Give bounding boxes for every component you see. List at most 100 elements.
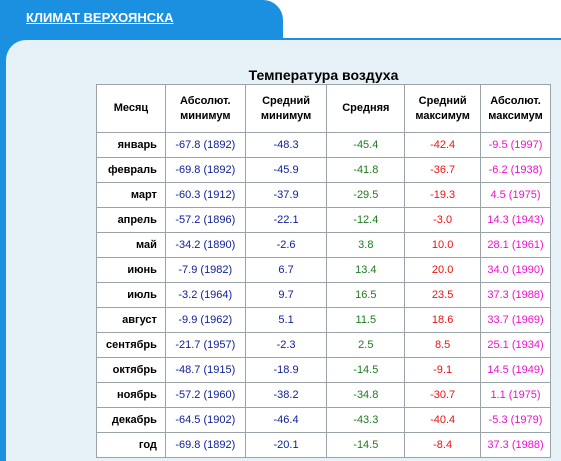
month-cell: декабрь [96,407,166,433]
avg-min-cell: -2.6 [244,232,328,258]
abs-max-cell: -9.5 (1997) [480,132,551,158]
month-cell: июнь [96,257,166,283]
abs-min-cell: -69.8 (1892) [164,432,246,458]
avg-max-cell: 10.0 [404,232,482,258]
abs-max-cell: -6.2 (1938) [480,157,551,183]
table-row: март -60.3 (1912) -37.9 -29.5 -19.3 4.5 (1975… [96,182,551,208]
abs-min-cell: -67.8 (1892) [164,132,246,158]
abs-max-cell: 1.1 (1975) [480,382,551,408]
avg-max-cell: 20.0 [404,257,482,283]
avg-max-cell: -9.1 [404,357,482,383]
avg-min-cell: -18.9 [244,357,328,383]
abs-min-cell: -34.2 (1890) [164,232,246,258]
table-row: ноябрь -57.2 (1960) -38.2 -34.8 -30.7 1.1 (19… [96,382,551,408]
abs-max-cell: 37.3 (1988) [480,282,551,308]
table-row: октябрь -48.7 (1915) -18.9 -14.5 -9.1 14.5 (1… [96,357,551,383]
avg-max-cell: -36.7 [404,157,482,183]
avg-min-cell: -37.9 [244,182,328,208]
avg-max-cell: -30.7 [404,382,482,408]
header-tab: КЛИМАТ ВЕРХОЯНСКА [0,0,283,38]
table-row: май -34.2 (1890) -2.6 3.8 10.0 28.1 (1961) [96,232,551,258]
avg-cell: -14.5 [326,357,406,383]
table-header-row: Месяц Абсолют. минимум Средний минимум С… [96,84,551,133]
month-cell: октябрь [96,357,166,383]
abs-min-cell: -57.2 (1896) [164,207,246,233]
avg-min-cell: -45.9 [244,157,328,183]
table-row: июнь -7.9 (1982) 6.7 13.4 20.0 34.0 (1990) [96,257,551,283]
abs-max-cell: 37.3 (1988) [480,432,551,458]
avg-min-cell: -46.4 [244,407,328,433]
column-header-avg-min: Средний минимум [244,84,328,133]
table-row: апрель -57.2 (1896) -22.1 -12.4 -3.0 14.3 (19… [96,207,551,233]
column-header-abs-min: Абсолют. минимум [164,84,246,133]
avg-max-cell: 23.5 [404,282,482,308]
column-header-avg-max: Средний максимум [404,84,482,133]
avg-cell: -34.8 [326,382,406,408]
table-row: июль -3.2 (1964) 9.7 16.5 23.5 37.3 (1988) [96,282,551,308]
table-row: август -9.9 (1962) 5.1 11.5 18.6 33.7 (1969) [96,307,551,333]
avg-max-cell: 8.5 [404,332,482,358]
month-cell: сентябрь [96,332,166,358]
avg-cell: 16.5 [326,282,406,308]
abs-max-cell: 14.3 (1943) [480,207,551,233]
avg-max-cell: -40.4 [404,407,482,433]
abs-min-cell: -69.8 (1892) [164,157,246,183]
month-cell: год [96,432,166,458]
avg-cell: 13.4 [326,257,406,283]
avg-max-cell: -19.3 [404,182,482,208]
abs-max-cell: -5.3 (1979) [480,407,551,433]
abs-max-cell: 4.5 (1975) [480,182,551,208]
avg-cell: -41.8 [326,157,406,183]
abs-min-cell: -57.2 (1960) [164,382,246,408]
abs-min-cell: -7.9 (1982) [164,257,246,283]
avg-cell: -45.4 [326,132,406,158]
abs-min-cell: -9.9 (1962) [164,307,246,333]
month-cell: май [96,232,166,258]
avg-max-cell: -8.4 [404,432,482,458]
column-header-month: Месяц [96,84,166,133]
avg-min-cell: -48.3 [244,132,328,158]
month-cell: ноябрь [96,382,166,408]
abs-min-cell: -3.2 (1964) [164,282,246,308]
table-row: сентябрь -21.7 (1957) -2.3 2.5 8.5 25.1 (1934… [96,332,551,358]
abs-min-cell: -48.7 (1915) [164,357,246,383]
table-title: Температура воздуха [248,67,399,83]
avg-cell: 11.5 [326,307,406,333]
avg-min-cell: -38.2 [244,382,328,408]
avg-max-cell: 18.6 [404,307,482,333]
abs-min-cell: -64.5 (1902) [164,407,246,433]
abs-min-cell: -21.7 (1957) [164,332,246,358]
avg-max-cell: -3.0 [404,207,482,233]
table-row: год -69.8 (1892) -20.1 -14.5 -8.4 37.3 (1988) [96,432,551,458]
column-header-avg: Средняя [326,84,406,133]
avg-cell: 3.8 [326,232,406,258]
abs-max-cell: 33.7 (1969) [480,307,551,333]
avg-min-cell: 9.7 [244,282,328,308]
avg-min-cell: -22.1 [244,207,328,233]
month-cell: июль [96,282,166,308]
avg-cell: -12.4 [326,207,406,233]
avg-cell: 2.5 [326,332,406,358]
abs-min-cell: -60.3 (1912) [164,182,246,208]
avg-min-cell: -2.3 [244,332,328,358]
month-cell: февраль [96,157,166,183]
month-cell: март [96,182,166,208]
avg-min-cell: 5.1 [244,307,328,333]
table-row: февраль -69.8 (1892) -45.9 -41.8 -36.7 -6.2 (… [96,157,551,183]
month-cell: август [96,307,166,333]
month-cell: апрель [96,207,166,233]
avg-cell: -29.5 [326,182,406,208]
abs-max-cell: 34.0 (1990) [480,257,551,283]
abs-max-cell: 25.1 (1934) [480,332,551,358]
climate-link[interactable]: КЛИМАТ ВЕРХОЯНСКА [26,10,174,25]
avg-min-cell: 6.7 [244,257,328,283]
table-body: январь -67.8 (1892) -48.3 -45.4 -42.4 -9.5 (1… [96,132,551,458]
month-cell: январь [96,132,166,158]
abs-max-cell: 14.5 (1949) [480,357,551,383]
temperature-table: Месяц Абсолют. минимум Средний минимум С… [96,84,551,458]
avg-cell: -43.3 [326,407,406,433]
avg-cell: -14.5 [326,432,406,458]
avg-min-cell: -20.1 [244,432,328,458]
table-row: декабрь -64.5 (1902) -46.4 -43.3 -40.4 -5.3 (… [96,407,551,433]
abs-max-cell: 28.1 (1961) [480,232,551,258]
